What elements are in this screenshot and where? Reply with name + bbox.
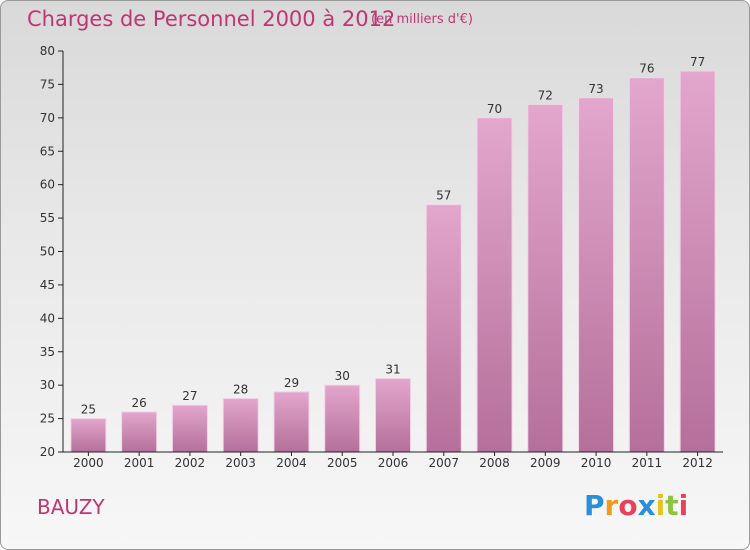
y-tick-label-80: 80 <box>40 44 55 58</box>
x-tick-label-2010: 2010 <box>581 456 612 470</box>
logo-letter: x <box>637 489 656 522</box>
y-tick-label-70: 70 <box>40 111 55 125</box>
y-tick-label-60: 60 <box>40 178 55 192</box>
x-tick-label-2000: 2000 <box>73 456 104 470</box>
value-label-2001: 26 <box>132 396 147 410</box>
x-tick-label-2005: 2005 <box>327 456 358 470</box>
bar-2011 <box>628 77 665 453</box>
y-tick-label-25: 25 <box>40 412 55 426</box>
value-label-2004: 29 <box>284 376 299 390</box>
logo-letter: t <box>665 489 679 522</box>
y-tick-label-75: 75 <box>40 77 55 91</box>
bar-2005 <box>324 384 361 453</box>
logo-letter: o <box>618 489 638 522</box>
logo-letter: i <box>655 489 666 522</box>
y-tick-label-50: 50 <box>40 245 55 259</box>
logo-letter: i <box>678 489 689 522</box>
y-tick-label-55: 55 <box>40 211 55 225</box>
bar-2001 <box>121 411 158 453</box>
x-tick-label-2006: 2006 <box>378 456 409 470</box>
x-tick-label-2002: 2002 <box>175 456 206 470</box>
bar-2012 <box>679 70 716 453</box>
y-tick-label-40: 40 <box>40 311 55 325</box>
bar-2004 <box>273 391 310 453</box>
value-label-2010: 73 <box>588 82 603 96</box>
logo-letter: P <box>584 489 605 522</box>
bar-2000 <box>70 418 107 453</box>
y-tick-label-35: 35 <box>40 345 55 359</box>
x-tick-label-2012: 2012 <box>682 456 713 470</box>
bar-2009 <box>527 103 564 453</box>
x-tick-label-2007: 2007 <box>428 456 459 470</box>
bar-2007 <box>425 204 462 453</box>
bar-2002 <box>171 404 208 453</box>
value-label-2005: 30 <box>335 369 350 383</box>
value-label-2009: 72 <box>538 88 553 102</box>
y-tick-label-30: 30 <box>40 378 55 392</box>
commune-name: BAUZY <box>37 495 105 519</box>
bar-2006 <box>375 377 411 453</box>
x-tick-label-2001: 2001 <box>124 456 155 470</box>
chart-title: Charges de Personnel 2000 à 2012 <box>27 7 396 31</box>
value-label-2006: 31 <box>385 362 400 376</box>
x-tick-label-2009: 2009 <box>530 456 561 470</box>
value-label-2000: 25 <box>81 403 96 417</box>
logo-letter: r <box>604 489 619 522</box>
x-tick-label-2008: 2008 <box>479 456 510 470</box>
bar-2010 <box>578 97 615 453</box>
x-tick-label-2004: 2004 <box>276 456 307 470</box>
value-label-2003: 28 <box>233 383 248 397</box>
bar-2003 <box>222 398 259 453</box>
x-tick-label-2003: 2003 <box>225 456 256 470</box>
y-tick-label-45: 45 <box>40 278 55 292</box>
value-label-2012: 77 <box>690 55 705 69</box>
bar-2008 <box>476 117 513 453</box>
proxiti-logo: Proxiti <box>584 489 688 522</box>
value-label-2007: 57 <box>436 189 451 203</box>
value-label-2008: 70 <box>487 102 502 116</box>
value-label-2011: 76 <box>639 62 654 76</box>
value-label-2002: 27 <box>182 389 197 403</box>
y-tick-label-65: 65 <box>40 144 55 158</box>
chart-subtitle: (en milliers d'€) <box>371 12 473 27</box>
x-tick-label-2011: 2011 <box>632 456 663 470</box>
y-tick-label-20: 20 <box>40 445 55 459</box>
